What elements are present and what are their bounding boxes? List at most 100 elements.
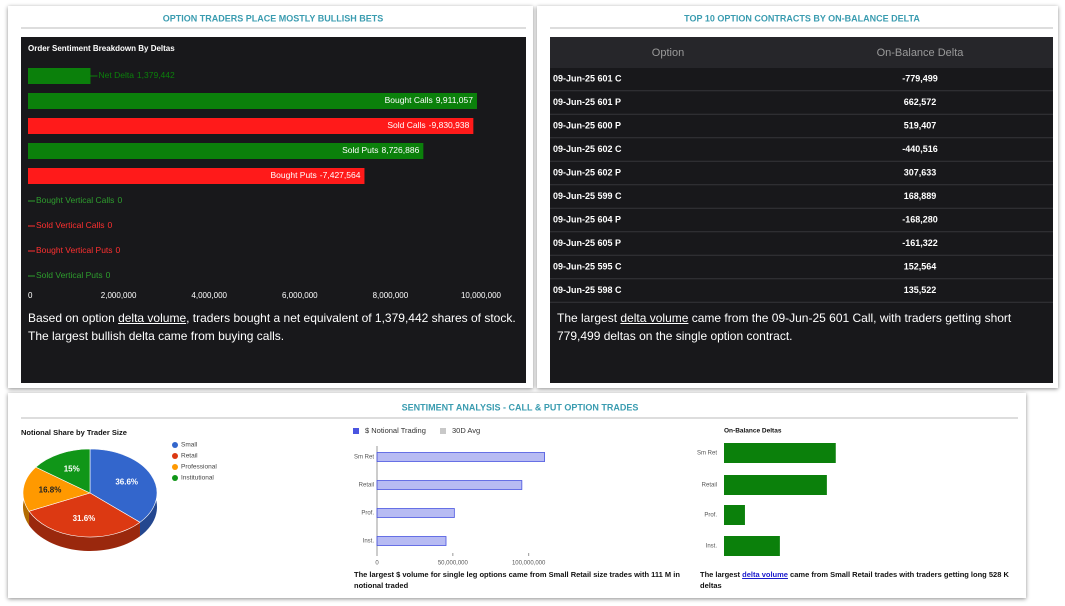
slice-label: 36.6% (115, 477, 138, 486)
data-label: Sold Vertical Calls 0 (36, 220, 113, 230)
pie-slice (22, 466, 91, 512)
data-label-value: 8,726,886 (381, 145, 419, 155)
data-label: Bought Puts -7,427,564 (270, 170, 360, 180)
pie-slice (89, 448, 158, 523)
y-tick-label: Prof. (704, 513, 717, 519)
caption-text: Based on option (28, 311, 119, 325)
bar (724, 536, 780, 556)
x-tick-label: 0 (375, 561, 379, 567)
panel-title: OPTION TRADERS PLACE MOSTLY BULLISH BETS (163, 13, 384, 23)
table-cell: 09-Jun-25 602 C (553, 144, 622, 154)
table-cell: 09-Jun-25 602 P (553, 167, 621, 177)
bar (28, 143, 424, 159)
data-label-name: Sold Calls (387, 120, 425, 130)
caption: The largest delta volume came from Small… (700, 569, 1030, 591)
data-label-value: -7,427,564 (320, 170, 361, 180)
table-header-bg (550, 37, 1053, 68)
data-label-name: Sold Vertical Calls (36, 220, 105, 230)
data-label-value: 0 (116, 245, 121, 255)
data-label: Net Delta 1,379,442 (98, 70, 175, 80)
caption-link[interactable]: delta volume (118, 311, 187, 325)
table-cell: 09-Jun-25 598 C (553, 285, 622, 295)
x-tick-label: 100,000,000 (512, 561, 546, 567)
chart-title: On-Balance Deltas (724, 428, 782, 435)
slice-label: 16.8% (39, 485, 62, 494)
bar (724, 443, 836, 463)
x-tick-label: 8,000,000 (373, 291, 409, 300)
y-tick-label: Prof. (361, 511, 374, 517)
caption-text: came from the 09-Jun-25 601 Call, with t… (557, 311, 1012, 343)
y-tick-label: Retail (359, 483, 374, 489)
table-cell: 09-Jun-25 595 C (553, 261, 622, 271)
legend-label: 30D Avg (452, 426, 480, 435)
caption-text: The largest (557, 311, 621, 325)
y-tick-label: Retail (702, 483, 717, 489)
caption-link[interactable]: delta volume (620, 311, 689, 325)
legend-swatch (172, 453, 178, 459)
data-label-name: Bought Calls (385, 95, 433, 105)
bar (28, 168, 365, 184)
data-label-name: Bought Vertical Calls (36, 195, 114, 205)
caption-link[interactable]: delta volume (742, 570, 788, 579)
table-cell: 09-Jun-25 599 C (553, 191, 622, 201)
data-label: Sold Puts 8,726,886 (342, 145, 419, 155)
y-tick-label: Sm Ret (354, 455, 374, 461)
caption: The largest delta volume came from the 0… (557, 309, 1047, 345)
legend-label: $ Notional Trading (365, 426, 426, 435)
bar (376, 480, 523, 490)
table-cell: 09-Jun-25 601 C (553, 73, 622, 83)
panel-title: TOP 10 OPTION CONTRACTS BY ON-BALANCE DE… (684, 13, 920, 23)
data-label: Sold Calls -9,830,938 (387, 120, 469, 130)
y-tick-label: Inst. (363, 539, 375, 545)
bar (28, 118, 474, 134)
table-cell: -161,322 (902, 238, 938, 248)
data-label-value: 0 (108, 220, 113, 230)
x-tick-label: 6,000,000 (282, 291, 318, 300)
data-label: Sold Vertical Puts 0 (36, 270, 111, 280)
data-label-name: Sold Vertical Puts (36, 270, 103, 280)
bar (724, 475, 827, 495)
data-label-value: 1,379,442 (137, 70, 175, 80)
caption: Based on option delta volume, traders bo… (28, 309, 520, 345)
bar (376, 508, 455, 518)
caption-text: came from Small Retail trades with trade… (700, 570, 1009, 590)
pie-slice (28, 492, 141, 538)
bar (28, 68, 91, 84)
bar (28, 93, 477, 109)
legend-swatch (172, 464, 178, 470)
legend-swatch (172, 442, 178, 448)
chart-title: Notional Share by Trader Size (21, 428, 127, 437)
table-cell: 135,522 (904, 285, 937, 295)
data-label-value: -9,830,938 (429, 120, 470, 130)
pie-side (29, 511, 140, 551)
bar (724, 505, 745, 525)
pie-slice (35, 448, 91, 494)
legend-swatch (353, 428, 359, 434)
table-cell: 09-Jun-25 600 P (553, 120, 621, 130)
data-label-name: Bought Puts (270, 170, 316, 180)
data-label-name: Bought Vertical Puts (36, 245, 113, 255)
x-tick-label: 10,000,000 (461, 291, 502, 300)
table-box (550, 37, 1053, 383)
chart-title: Order Sentiment Breakdown By Deltas (28, 44, 175, 53)
slice-label: 31.6% (73, 514, 96, 523)
data-label: Bought Vertical Puts 0 (36, 245, 121, 255)
table-header: Option (652, 47, 684, 59)
table-cell: 662,572 (904, 97, 937, 107)
data-label-value: 0 (106, 270, 111, 280)
legend-label: Professional (181, 464, 217, 471)
table-cell: -779,499 (902, 73, 938, 83)
data-label-name: Net Delta (98, 70, 134, 80)
legend-label: Retail (181, 453, 198, 460)
table-cell: -440,516 (902, 144, 938, 154)
slice-label: 15% (64, 465, 80, 474)
caption: The largest $ volume for single leg opti… (354, 570, 680, 590)
table-cell: 09-Jun-25 604 P (553, 214, 621, 224)
table-cell: 152,564 (904, 261, 937, 271)
legend-label: Small (181, 442, 198, 449)
panel (8, 393, 1026, 598)
table-cell: -168,280 (902, 214, 938, 224)
legend-swatch (172, 475, 178, 481)
caption-text: , traders bought a net equivalent of 1,3… (28, 311, 516, 343)
